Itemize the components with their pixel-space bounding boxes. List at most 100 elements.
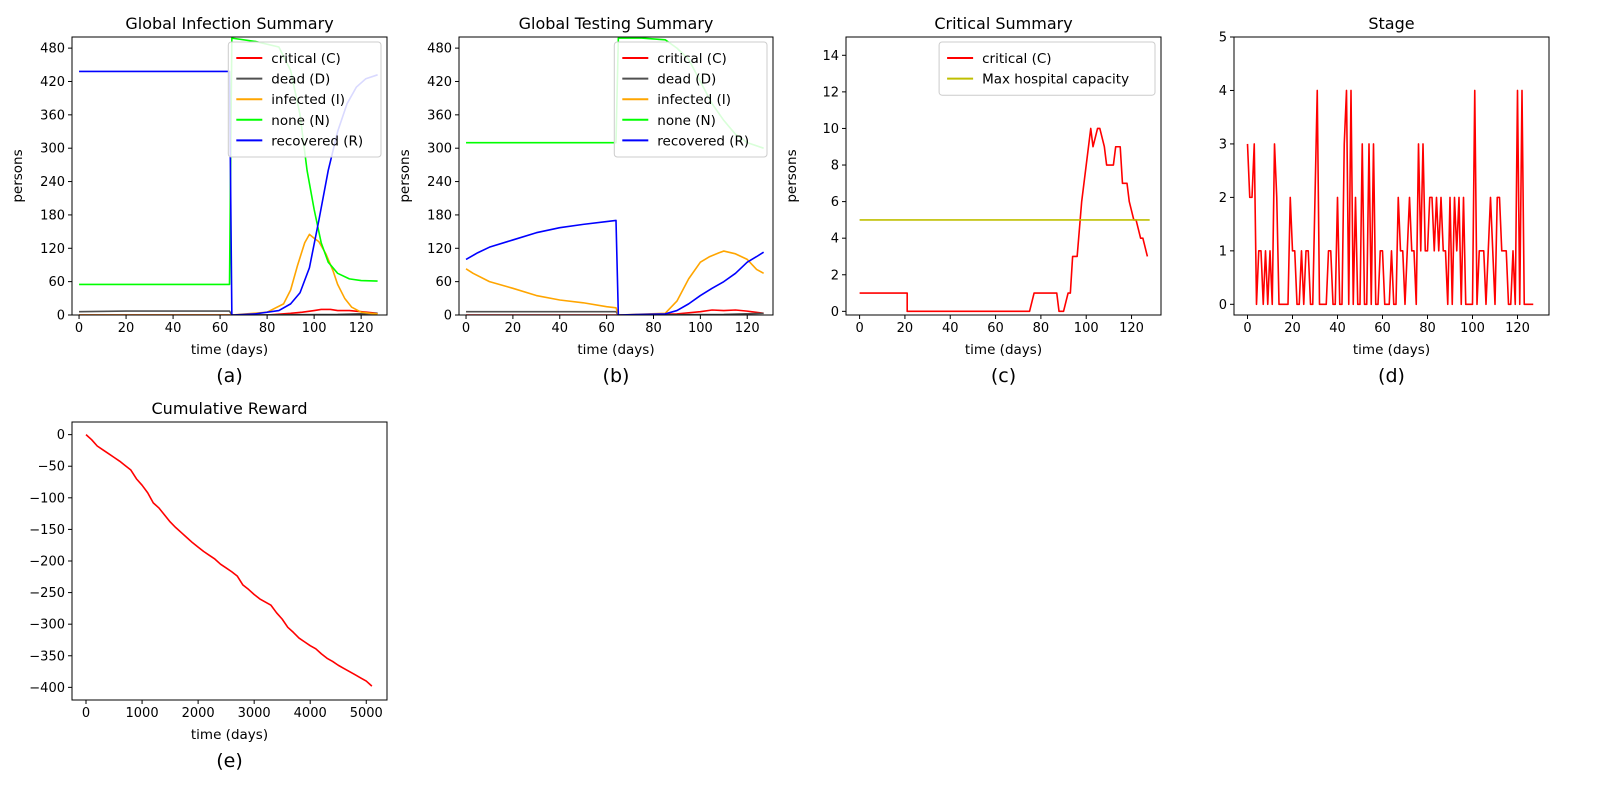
y-tick-label-a: 240 (40, 175, 65, 190)
legend-entry-a: critical (C) (271, 51, 340, 67)
subfigure-caption-e: (e) (216, 750, 243, 772)
legend-box-a (227, 41, 382, 158)
series-line-d-0 (1246, 89, 1534, 306)
x-axis-label-a: time (days) (191, 342, 268, 358)
x-tick-label-e: 0 (82, 706, 90, 721)
y-tick-label-d: 3 (1219, 137, 1227, 152)
chart-d: 0 20 40 60 80 100 120 0 1 2 3 4 5 Stage time (days) (d) (1219, 14, 1550, 387)
plot-frame-d (1233, 36, 1550, 316)
y-tick-label-c: 2 (831, 268, 839, 283)
x-tick-label-a: 100 (302, 321, 327, 336)
y-axis-label-b: persons (397, 149, 413, 202)
legend-entry-b: recovered (R) (657, 133, 749, 149)
y-tick-label-d: 5 (1219, 31, 1227, 46)
y-tick-label-a: 0 (57, 309, 65, 324)
legend-a: critical (C) dead (D) infected (I) none (N)… (227, 41, 382, 158)
subfigure-caption-a: (a) (216, 365, 242, 387)
y-tick-label-c: 10 (822, 122, 839, 137)
plot-frame-a (71, 36, 388, 316)
y-tick-label-d: 2 (1219, 191, 1227, 206)
legend-entry-a: dead (D) (271, 72, 330, 88)
chart-title-b: Global Testing Summary (519, 14, 714, 33)
legend-box-c (938, 41, 1156, 96)
legend-b: critical (C) dead (D) infected (I) none (N)… (613, 41, 768, 158)
y-tick-label-d: 0 (1219, 298, 1227, 313)
x-tick-label-b: 20 (505, 321, 522, 336)
x-tick-label-c: 40 (942, 321, 959, 336)
x-tick-label-c: 100 (1074, 321, 1099, 336)
x-tick-label-a: 20 (118, 321, 135, 336)
series-line-a-2 (79, 233, 378, 315)
y-tick-label-a: 60 (48, 275, 65, 290)
chart-a: 0 20 40 60 80 100 120 0 60 120 180 240 300 360 420 480 G… (10, 14, 388, 387)
y-tick-label-a: 300 (40, 142, 65, 157)
x-tick-label-d: 100 (1460, 321, 1485, 336)
plot-frame-e (71, 421, 388, 701)
y-tick-label-a: 120 (40, 242, 65, 257)
y-axis-label-a: persons (10, 149, 26, 202)
x-tick-label-b: 100 (688, 321, 713, 336)
legend-entry-b: infected (I) (657, 92, 731, 108)
x-tick-label-b: 80 (645, 321, 662, 336)
y-tick-label-c: 0 (831, 305, 839, 320)
subfigure-caption-c: (c) (991, 365, 1016, 387)
y-tick-label-b: 300 (427, 142, 452, 157)
y-tick-label-d: 4 (1219, 84, 1227, 99)
series-line-b-4 (465, 219, 765, 315)
chart-c: 0 20 40 60 80 100 120 0 2 4 6 8 10 12 14 Critical Summa… (784, 14, 1162, 387)
series-line-a-1 (79, 310, 378, 315)
series-line-a-0 (79, 308, 378, 315)
subfigure-caption-b: (b) (603, 365, 630, 387)
y-tick-label-b: 420 (427, 75, 452, 90)
x-tick-label-c: 20 (897, 321, 914, 336)
legend-entry-b: dead (D) (657, 72, 716, 88)
y-axis-label-c: persons (784, 149, 800, 202)
chart-title-c: Critical Summary (934, 14, 1072, 33)
y-tick-label-b: 0 (444, 309, 452, 324)
x-tick-label-d: 80 (1419, 321, 1436, 336)
x-tick-label-a: 0 (75, 321, 83, 336)
subfigure-caption-d: (d) (1378, 365, 1405, 387)
y-tick-label-e: −50 (38, 460, 65, 475)
y-tick-label-a: 420 (40, 75, 65, 90)
series-line-b-2 (465, 250, 765, 315)
legend-entry-c: critical (C) (982, 51, 1051, 67)
y-tick-label-b: 120 (427, 242, 452, 257)
legend-entry-a: none (N) (271, 113, 330, 129)
x-axis-label-e: time (days) (191, 727, 268, 743)
x-axis-label-c: time (days) (965, 342, 1042, 358)
y-tick-label-c: 6 (831, 195, 839, 210)
x-tick-label-c: 0 (855, 321, 863, 336)
legend-entry-a: recovered (R) (271, 133, 363, 149)
y-tick-label-b: 480 (427, 42, 452, 57)
x-tick-label-e: 1000 (126, 706, 159, 721)
x-tick-label-e: 5000 (350, 706, 383, 721)
y-tick-label-c: 12 (822, 85, 839, 100)
y-tick-label-a: 480 (40, 42, 65, 57)
x-tick-label-d: 120 (1505, 321, 1530, 336)
y-tick-label-e: −150 (29, 523, 65, 538)
chart-title-d: Stage (1368, 14, 1414, 33)
chart-b: 0 20 40 60 80 100 120 0 60 120 180 240 300 360 420 480 G… (397, 14, 774, 387)
series-line-c-0 (859, 127, 1149, 313)
x-tick-label-c: 120 (1119, 321, 1144, 336)
x-tick-label-b: 120 (735, 321, 760, 336)
y-tick-label-b: 360 (427, 108, 452, 123)
x-tick-label-c: 60 (987, 321, 1004, 336)
x-tick-label-a: 80 (259, 321, 276, 336)
chart-title-e: Cumulative Reward (152, 399, 308, 418)
y-tick-label-e: −300 (29, 618, 65, 633)
x-tick-label-d: 20 (1284, 321, 1301, 336)
legend-entry-b: none (N) (657, 113, 716, 129)
x-tick-label-d: 60 (1374, 321, 1391, 336)
x-tick-label-b: 0 (462, 321, 470, 336)
legend-c: critical (C) Max hospital capacity (938, 41, 1156, 96)
x-axis-label-b: time (days) (577, 342, 654, 358)
y-tick-label-e: −250 (29, 586, 65, 601)
y-tick-label-a: 360 (40, 108, 65, 123)
x-tick-label-d: 40 (1329, 321, 1346, 336)
x-tick-label-b: 60 (598, 321, 615, 336)
x-tick-label-b: 40 (551, 321, 568, 336)
legend-entry-b: critical (C) (657, 51, 726, 67)
